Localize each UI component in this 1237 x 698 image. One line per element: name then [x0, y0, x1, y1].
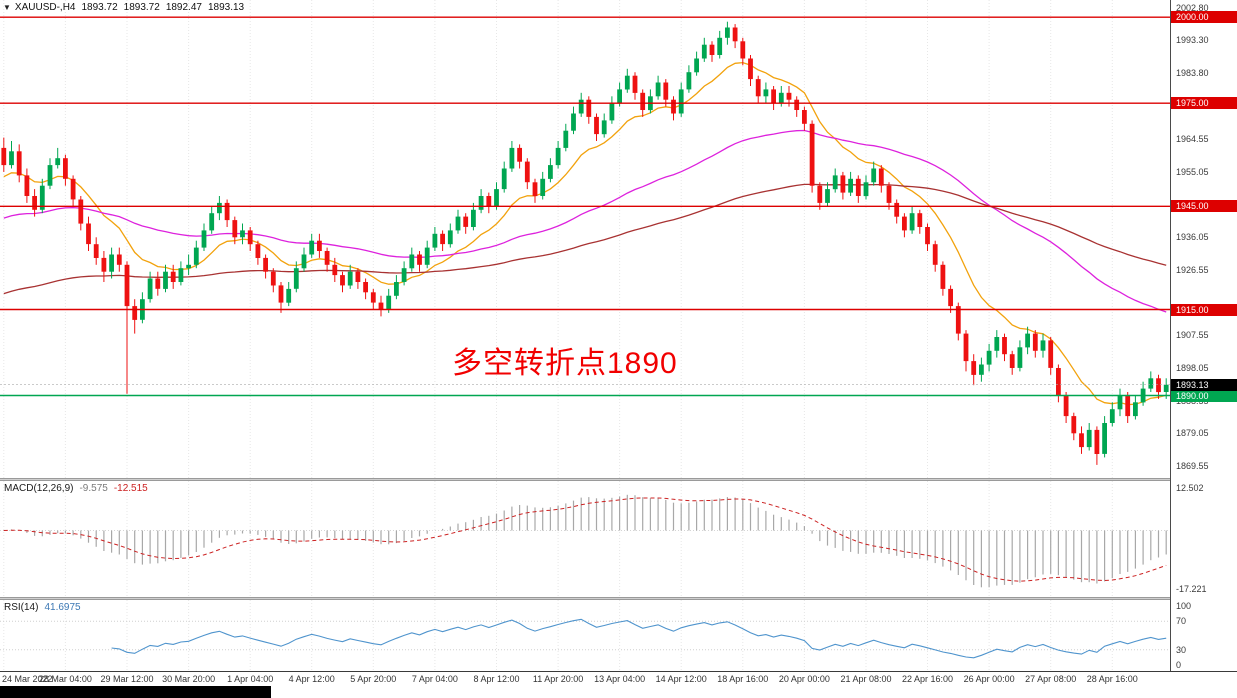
open-value: 1893.72: [81, 2, 118, 13]
time-label: 20 Apr 00:00: [778, 674, 830, 684]
main-chart-canvas[interactable]: [0, 0, 1170, 478]
price-axis-label: 1879.05: [1176, 428, 1209, 439]
price-axis-label: 1926.55: [1176, 264, 1209, 275]
resistance-level-badge: 2000.00: [1171, 11, 1237, 24]
time-label: 28 Mar 04:00: [38, 674, 92, 684]
time-label: 11 Apr 20:00: [532, 674, 584, 684]
price-axis-label: 1983.80: [1176, 67, 1209, 78]
time-label: 28 Apr 16:00: [1086, 674, 1138, 684]
main-chart-panel[interactable]: ▼ XAUUSD-,H4 1893.72 1893.72 1892.47 1893.13 …: [0, 0, 1170, 478]
close-value: 1893.13: [207, 2, 245, 13]
time-label: 26 Apr 00:00: [963, 674, 1015, 684]
time-label: 1 Apr 04:00: [227, 674, 274, 684]
time-label: 13 Apr 04:00: [594, 674, 646, 684]
macd-name: MACD(12,26,9): [4, 483, 74, 494]
time-label: 27 Apr 08:00: [1025, 674, 1077, 684]
time-label: 30 Mar 20:00: [162, 674, 216, 684]
resistance-level-badge: 1975.00: [1171, 97, 1237, 110]
panel-separator[interactable]: [0, 478, 1237, 481]
rsi-axis-label: 70: [1176, 616, 1187, 627]
ohlc-header: ▼ XAUUSD-,H4 1893.72 1893.72 1892.47 1893.13: [3, 2, 244, 13]
macd-axis-label: 12.502: [1176, 482, 1204, 493]
time-label: 24 Mar 2022: [2, 674, 53, 684]
price-axis-label: 1993.30: [1176, 35, 1209, 46]
rsi-value: 41.6975: [44, 602, 81, 613]
price-axis-label: 1936.05: [1176, 232, 1209, 243]
rsi-canvas[interactable]: [0, 600, 1170, 671]
time-label: 4 Apr 12:00: [288, 674, 335, 684]
time-label: 8 Apr 12:00: [473, 674, 520, 684]
time-label: 7 Apr 04:00: [411, 674, 458, 684]
macd-canvas[interactable]: [0, 481, 1170, 597]
price-axis-label: 1964.55: [1176, 134, 1209, 145]
macd-label: MACD(12,26,9) -9.575 -12.515: [4, 483, 154, 494]
rsi-name: RSI(14): [4, 602, 39, 613]
rsi-axis-label: 100: [1176, 601, 1192, 611]
macd-main-value: -9.575: [79, 483, 108, 494]
chart-text-annotation[interactable]: 多空转折点1890: [452, 347, 678, 380]
price-axis-label: 1955.05: [1176, 166, 1209, 177]
rsi-panel[interactable]: RSI(14) 41.6975: [0, 600, 1170, 671]
current-price-badge: 1893.13: [1171, 378, 1237, 391]
low-value: 1892.47: [165, 2, 202, 13]
price-axis[interactable]: 2002.80 1993.30 1983.80 1964.55 1955.05 1936.…: [1170, 0, 1237, 672]
resistance-level-badge: 1945.00: [1171, 200, 1237, 213]
time-label: 22 Apr 16:00: [901, 674, 954, 684]
rsi-axis-label: 0: [1176, 660, 1182, 670]
price-axis-label: 1898.05: [1176, 362, 1209, 373]
macd-panel[interactable]: MACD(12,26,9) -9.575 -12.515: [0, 481, 1170, 597]
time-label: 5 Apr 20:00: [350, 674, 397, 684]
high-value: 1893.72: [123, 2, 160, 13]
panel-separator[interactable]: [0, 597, 1237, 600]
time-label: 18 Apr 16:00: [717, 674, 769, 684]
time-axis[interactable]: 24 Mar 2022 28 Mar 04:00 29 Mar 12:00 30 Ma…: [0, 671, 1237, 686]
time-label: 21 Apr 08:00: [840, 674, 892, 684]
time-label: 29 Mar 12:00: [100, 674, 154, 684]
price-axis-label: 1869.55: [1176, 460, 1209, 471]
chart-menu-button[interactable]: ▼: [3, 3, 11, 12]
macd-signal-value: -12.515: [113, 483, 148, 494]
time-label: 14 Apr 12:00: [655, 674, 707, 684]
rsi-label: RSI(14) 41.6975: [4, 602, 87, 613]
taskbar-fragment: [0, 686, 271, 698]
price-axis-label: 1907.55: [1176, 330, 1209, 341]
price-axis-label: 2002.80: [1176, 2, 1209, 13]
macd-axis-label: -17.221: [1176, 584, 1207, 595]
symbol-timeframe-label: XAUUSD-,H4: [14, 2, 76, 13]
rsi-axis-label: 30: [1176, 644, 1187, 655]
resistance-level-badge: 1915.00: [1171, 303, 1237, 316]
support-level-badge: 1890.00: [1171, 389, 1237, 402]
